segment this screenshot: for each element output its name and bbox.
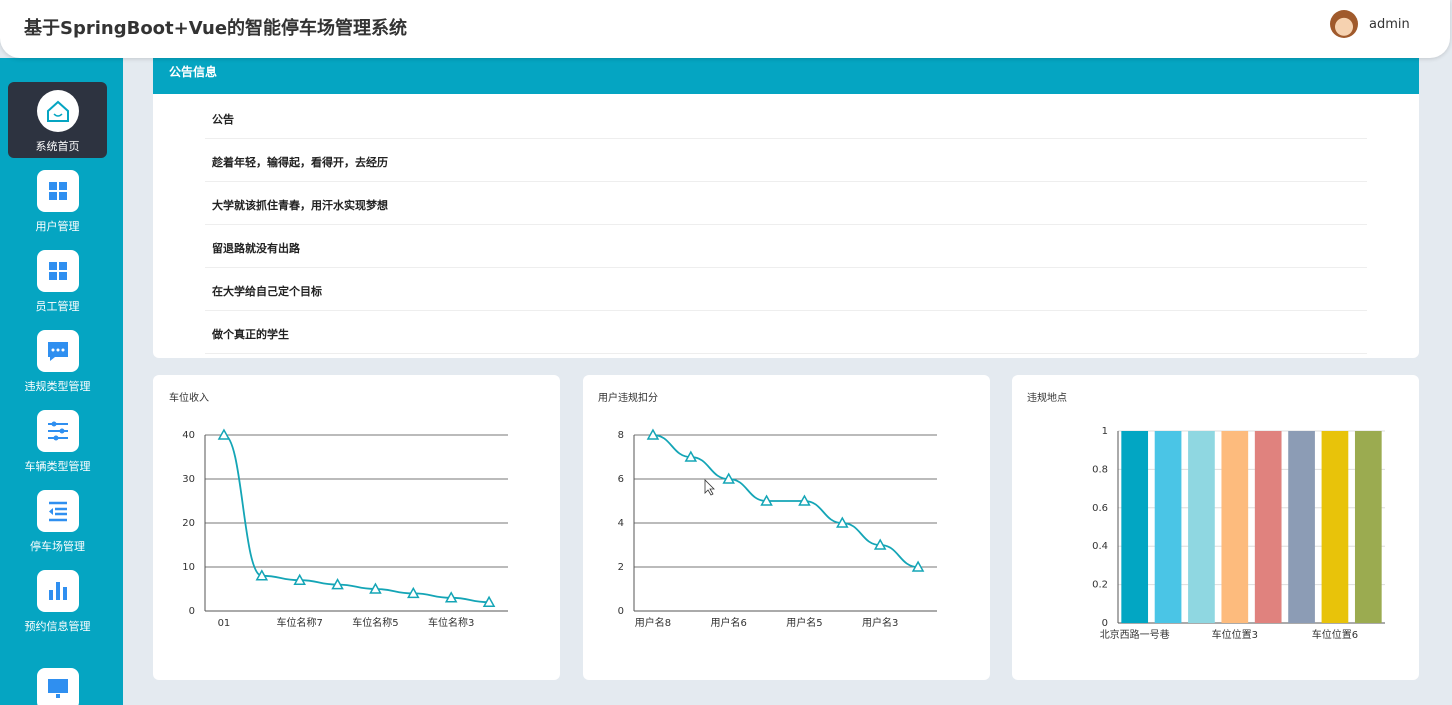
- menu-label: 系统首页: [35, 140, 80, 153]
- x-tick-label: 用户名3: [862, 616, 898, 629]
- point: [798, 494, 811, 506]
- x-tick-label: 车位名称5: [352, 616, 398, 629]
- menu-icon: [37, 668, 79, 705]
- menu-icon: [37, 490, 79, 532]
- bar: [1288, 431, 1315, 623]
- point: [444, 591, 458, 603]
- menu-item[interactable]: 车辆类型管理: [8, 402, 107, 478]
- point: [407, 586, 420, 599]
- menu-icon: [37, 570, 79, 612]
- point: [293, 573, 306, 585]
- menu-icon: [37, 410, 79, 452]
- y-tick-label: 0: [618, 606, 624, 617]
- point: [482, 595, 496, 607]
- y-tick-label: 6: [618, 474, 624, 485]
- menu-icon: [37, 170, 79, 212]
- point: [760, 494, 773, 506]
- x-tick-label: 车位名称3: [428, 616, 474, 629]
- header: 基于SpringBoot+Vue的智能停车场管理系统 admin: [0, 0, 1450, 58]
- y-tick-label: 20: [182, 518, 195, 529]
- y-tick-label: 0.8: [1092, 464, 1108, 475]
- point: [911, 560, 925, 572]
- point: [369, 582, 382, 594]
- point: [646, 428, 660, 440]
- menu-label: 违规类型管理: [24, 380, 91, 393]
- point: [873, 538, 887, 550]
- x-tick-label: 车位名称7: [277, 616, 323, 629]
- y-tick-label: 2: [618, 562, 624, 573]
- menu-item[interactable]: 用户管理: [8, 162, 107, 238]
- bar: [1121, 431, 1149, 623]
- y-tick-label: 0: [189, 606, 195, 617]
- point: [331, 578, 344, 590]
- bar: [1154, 431, 1182, 623]
- chart-title: 违规地点: [1027, 391, 1067, 404]
- x-tick-label: 北京西路一号巷: [1100, 628, 1170, 641]
- app-title: 基于SpringBoot+Vue的智能停车场管理系统: [24, 18, 408, 39]
- user-name[interactable]: admin: [1369, 17, 1410, 32]
- chart-card: [1012, 375, 1419, 680]
- menu-icon: [37, 250, 79, 292]
- chart-title: 用户违规扣分: [598, 391, 658, 404]
- notice-item[interactable]: 留退路就没有出路: [205, 238, 1367, 268]
- menu-item[interactable]: 员工管理: [8, 242, 107, 318]
- y-tick-label: 1: [1102, 426, 1108, 437]
- x-tick-label: 用户名8: [635, 616, 671, 629]
- bar: [1188, 431, 1215, 623]
- menu-icon: [37, 330, 79, 372]
- point: [836, 516, 849, 528]
- y-tick-label: 4: [618, 518, 624, 529]
- point: [722, 472, 735, 484]
- line: [652, 434, 919, 568]
- x-tick-label: 01: [218, 618, 231, 629]
- notice-item[interactable]: 在大学给自己定个目标: [205, 281, 1367, 311]
- y-tick-label: 10: [182, 562, 195, 573]
- notice-item[interactable]: 大学就该抓住青春，用汗水实现梦想: [205, 195, 1367, 225]
- menu-label: 车辆类型管理: [24, 460, 91, 473]
- x-tick-label: 用户名6: [711, 616, 747, 629]
- point: [217, 428, 231, 440]
- menu-item[interactable]: 预约信息管理: [8, 562, 107, 638]
- menu-label: 停车场管理: [30, 540, 85, 553]
- bar: [1254, 431, 1282, 623]
- menu-label: 用户管理: [35, 220, 80, 233]
- sidebar: 系统首页用户管理员工管理违规类型管理 车辆类型管理 停车场管理预约信息管理: [0, 58, 123, 705]
- notice-item[interactable]: 趁着年轻，输得起，看得开，去经历: [205, 152, 1367, 182]
- y-tick-label: 30: [182, 474, 195, 485]
- x-tick-label: 车位位置6: [1312, 628, 1358, 641]
- point: [684, 450, 698, 462]
- y-tick-label: 8: [618, 430, 624, 441]
- cursor: [704, 479, 715, 496]
- bar: [1321, 431, 1349, 623]
- menu-label: 预约信息管理: [24, 620, 91, 633]
- menu-icon: [37, 90, 79, 132]
- menu-item[interactable]: 系统首页: [8, 82, 107, 158]
- notice-title: 公告信息: [153, 58, 1419, 94]
- menu-label: 员工管理: [35, 300, 80, 313]
- point: [255, 569, 269, 581]
- menu-item[interactable]: 停车场管理: [8, 482, 107, 558]
- menu-item[interactable]: [8, 660, 107, 705]
- y-tick-label: 0: [1102, 618, 1108, 629]
- notice-panel: 公告信息 公告趁着年轻，输得起，看得开，去经历 大学就该抓住青春，用汗水实现梦想留…: [153, 58, 1419, 358]
- x-tick-label: 用户名5: [786, 616, 822, 629]
- chart-title: 车位收入: [169, 391, 209, 404]
- chart-card: [153, 375, 560, 680]
- notice-item[interactable]: 做个真正的学生: [205, 324, 1367, 354]
- y-tick-label: 0.6: [1092, 503, 1108, 514]
- notice-item[interactable]: 公告: [205, 109, 1367, 139]
- line: [223, 434, 490, 604]
- bar: [1354, 431, 1382, 623]
- x-tick-label: 车位位置3: [1212, 628, 1258, 641]
- y-tick-label: 40: [182, 430, 195, 441]
- y-tick-label: 0.2: [1092, 580, 1108, 591]
- menu-item[interactable]: 违规类型管理: [8, 322, 107, 398]
- chart-card: [583, 375, 990, 680]
- y-tick-label: 0.4: [1092, 541, 1108, 552]
- avatar[interactable]: [1330, 10, 1358, 38]
- bar: [1221, 431, 1249, 623]
